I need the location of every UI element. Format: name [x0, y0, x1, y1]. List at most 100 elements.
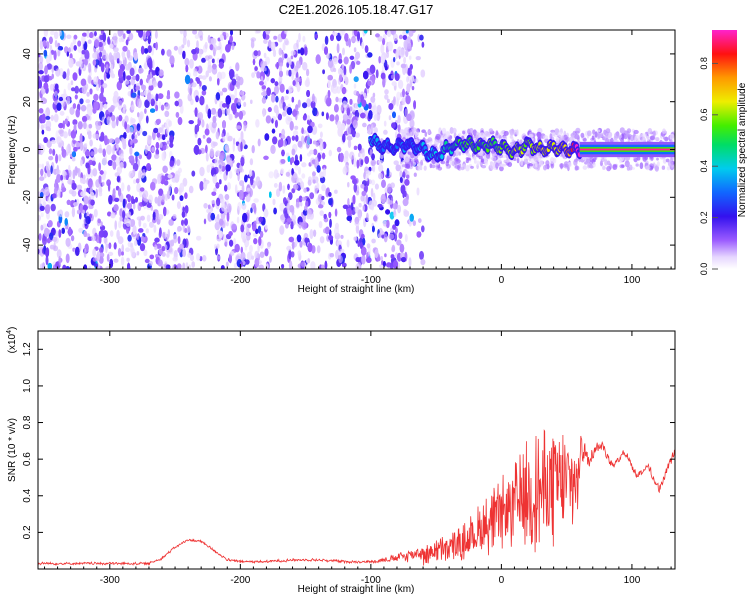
- spectrogram-cell: [306, 115, 311, 122]
- spectrogram-cell: [230, 94, 235, 100]
- spectrogram-cell: [237, 98, 242, 106]
- spectrogram-cell: [106, 73, 110, 79]
- spectrogram-cell: [136, 123, 141, 132]
- spectrogram-cell: [421, 225, 425, 233]
- spectrogram-cell: [582, 138, 587, 142]
- spectrogram-cell: [302, 102, 308, 109]
- spectrogram-cell: [231, 78, 237, 86]
- spectrogram-cell: [84, 188, 87, 193]
- spectrogram-cell: [150, 108, 156, 113]
- spectrogram-cell: [309, 192, 315, 200]
- spectrogram-cell: [329, 229, 332, 237]
- spectrogram-cell: [253, 198, 259, 203]
- spectrogram-cell: [339, 30, 344, 37]
- spectrogram-cell: [395, 227, 398, 234]
- spectrogram-cell: [408, 55, 412, 60]
- spectrogram-cell: [225, 95, 231, 105]
- spectrogram-cell: [337, 98, 344, 103]
- spectrogram-cell: [111, 154, 117, 161]
- spectrogram-cell: [88, 265, 92, 269]
- spectrogram-cell: [114, 137, 120, 144]
- spectrogram-cell: [49, 244, 55, 250]
- figure-title: C2E1.2026.105.18.47.G17: [279, 2, 434, 17]
- spectrogram-cell: [288, 260, 293, 269]
- spectrogram-cell: [421, 41, 425, 48]
- spectrogram-cell: [342, 204, 349, 209]
- spectrogram-cell: [361, 99, 367, 108]
- spectrogram-cell: [292, 80, 296, 86]
- spectrogram-cell: [232, 142, 235, 153]
- spectrogram-cell: [136, 233, 140, 240]
- spectrogram-cell: [286, 245, 292, 251]
- spectrogram-cell: [366, 243, 371, 249]
- spectrogram-cell: [382, 220, 387, 227]
- spectrogram-cell: [231, 223, 237, 230]
- spectrogram-cell: [117, 236, 124, 245]
- spectrogram-cell: [99, 252, 105, 258]
- spectrogram-cell: [174, 91, 180, 99]
- spectrogram-cell: [118, 68, 123, 79]
- spectrogram-cell: [101, 49, 107, 60]
- spectrogram-cell: [122, 45, 128, 52]
- spectrogram-cell: [383, 129, 388, 135]
- spectrogram-cell: [179, 30, 184, 35]
- spectrogram-cell: [357, 31, 360, 42]
- spectrogram-cell: [161, 246, 166, 252]
- spectrogram-cell: [370, 96, 376, 103]
- spectrogram-cell: [310, 100, 316, 109]
- spectrogram-cell: [38, 61, 43, 71]
- spectrogram-cell: [172, 256, 178, 262]
- spectrogram-cell: [158, 127, 163, 133]
- spectrogram-cell: [340, 123, 346, 131]
- spectrogram-cell: [233, 263, 238, 269]
- spectrogram-cell: [148, 194, 153, 204]
- spectrogram-cell: [413, 78, 419, 83]
- spectrogram-cell: [306, 90, 310, 97]
- spectrogram-cell: [381, 260, 384, 266]
- spectrogram-cell: [39, 192, 44, 198]
- spectrogram-cell: [398, 79, 404, 89]
- spectrogram-cell: [142, 222, 147, 229]
- spectrogram-cell: [309, 138, 313, 145]
- spectrogram-cell: [89, 32, 94, 39]
- spectrogram-cell: [217, 78, 220, 86]
- spectrogram-cell: [152, 80, 157, 88]
- spectrogram-cell: [386, 183, 392, 193]
- spectrogram-cell: [135, 178, 140, 184]
- spectrogram-cell: [154, 30, 158, 39]
- spectrogram-cell: [315, 156, 319, 165]
- spectrogram-cell: [403, 39, 408, 49]
- spectrogram-cell: [182, 35, 187, 46]
- spectrogram-cell: [134, 134, 138, 139]
- spectrogram-cell: [218, 61, 224, 69]
- spectrogram-cell: [234, 88, 238, 98]
- spectrogram-cell: [103, 103, 108, 109]
- spectrogram-cell: [64, 46, 68, 54]
- spectrogram-cell: [240, 156, 245, 167]
- spectrogram-cell: [410, 75, 415, 83]
- spectrogram-cell: [73, 45, 77, 51]
- spectrogram-cell: [117, 247, 122, 257]
- spectrogram-cell: [174, 100, 179, 107]
- spectrogram-cell: [47, 262, 52, 269]
- spectrogram-cell: [216, 243, 220, 249]
- spectrogram-cell: [386, 219, 390, 229]
- spectrogram-cell: [184, 205, 189, 214]
- spectrogram-cell: [246, 187, 251, 192]
- spectrogram-cell: [154, 244, 158, 251]
- spectrogram-cell: [130, 118, 136, 124]
- spectrogram-cell: [281, 51, 285, 61]
- spectrogram-cell: [338, 255, 343, 264]
- spectrogram-cell: [146, 163, 151, 171]
- spectrogram-cell: [138, 67, 144, 74]
- spectrogram-cell: [128, 155, 135, 161]
- spectrogram-cell: [167, 174, 173, 179]
- spectrogram-cell: [336, 146, 342, 153]
- spectrogram-cell: [99, 247, 104, 254]
- spectrogram-cell: [296, 39, 299, 48]
- spectrogram-cell: [154, 153, 160, 159]
- spectrogram-cell: [82, 174, 86, 180]
- spectrogram-cell: [116, 58, 120, 64]
- spectrogram-cell: [181, 44, 185, 49]
- spectrogram-cell: [291, 148, 296, 156]
